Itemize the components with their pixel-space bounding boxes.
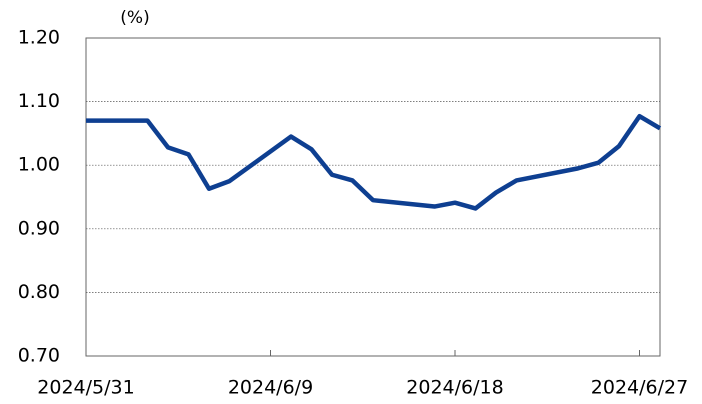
y-tick-label: 1.10 [18, 90, 60, 112]
data-line [86, 113, 662, 211]
y-tick-label: 1.20 [18, 27, 60, 49]
x-tick-label: 2024/6/27 [591, 377, 688, 399]
x-tick-label: 2024/6/18 [406, 377, 503, 399]
y-tick-label: 0.70 [18, 345, 60, 367]
y-tick-label: 1.00 [18, 154, 60, 176]
y-axis-label: (%) [120, 8, 149, 28]
plot-frame [85, 37, 661, 357]
x-tick-label: 2024/6/9 [228, 377, 313, 399]
y-tick-label: 0.80 [18, 281, 60, 303]
y-tick-label: 0.90 [18, 217, 60, 239]
x-tick-label: 2024/5/31 [37, 377, 134, 399]
